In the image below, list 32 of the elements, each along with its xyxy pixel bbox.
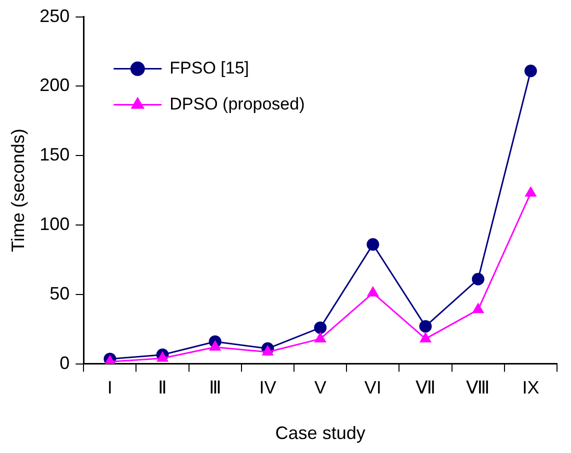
x-tick-label: Ⅷ (466, 378, 490, 398)
x-tick-label: V (314, 378, 326, 398)
y-tick-label: 200 (40, 75, 70, 96)
y-tick-label: 100 (40, 214, 70, 234)
point (420, 332, 432, 342)
y-axis-title: Time (seconds) (8, 128, 28, 252)
point (314, 321, 327, 334)
point (524, 64, 537, 78)
point (157, 352, 168, 362)
point (525, 186, 536, 197)
y-tick-label: 150 (40, 144, 70, 165)
point (367, 286, 378, 297)
legend-label: DPSO (proposed) (170, 94, 305, 114)
point (472, 272, 484, 286)
y-tick-label: 0 (60, 352, 70, 373)
x-tick-label: Ⅲ (209, 378, 222, 398)
legend-label: FPSO [15] (170, 58, 250, 78)
point (472, 303, 484, 314)
x-tick-label: VI (364, 378, 382, 398)
x-axis-title: Case study (275, 423, 366, 444)
y-tick-label: 50 (50, 283, 70, 304)
x-tick-label: IV (259, 378, 276, 398)
point (314, 332, 326, 342)
point (262, 346, 274, 356)
point (210, 340, 221, 351)
x-tick-label: IX (522, 378, 540, 398)
x-tick-label: I (107, 378, 112, 398)
point (419, 320, 432, 333)
y-tick-label: 250 (40, 6, 70, 26)
x-tick-label: Ⅶ (416, 378, 436, 398)
point (366, 238, 380, 251)
x-tick-label: Ⅱ (158, 378, 168, 398)
